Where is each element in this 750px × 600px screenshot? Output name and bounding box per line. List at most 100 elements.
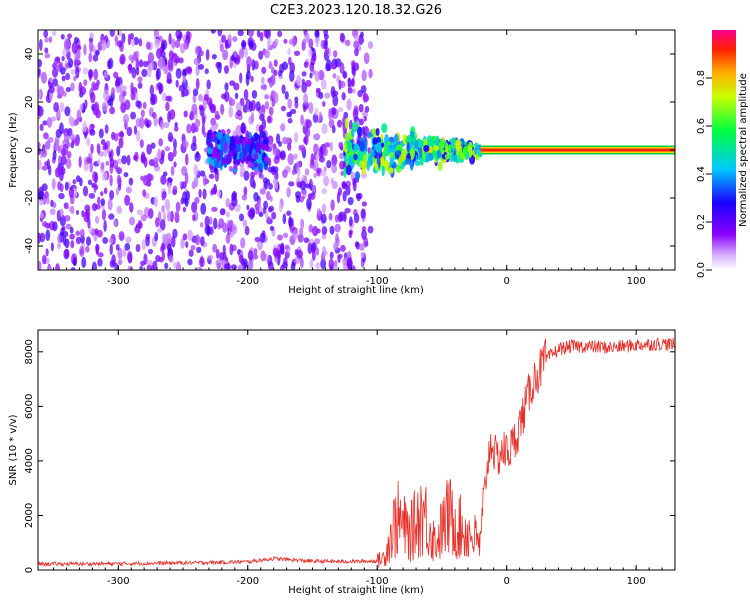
spectrogram-cell — [219, 208, 226, 216]
spectrogram-cell — [167, 177, 173, 183]
spectrogram-cell — [190, 244, 196, 251]
colorbar-label: Normalized spectral amplitude — [738, 73, 749, 227]
spectrogram-cell — [250, 112, 255, 124]
spectrogram-cell — [354, 47, 359, 57]
spectrogram-cell — [142, 174, 149, 186]
spectrogram-cell — [145, 41, 151, 50]
spectrogram-cell — [142, 189, 147, 197]
spectrogram-cell — [209, 216, 213, 225]
spectrogram-cell — [173, 261, 177, 269]
spectrogram-cell — [187, 229, 193, 241]
spectrogram-cell — [348, 230, 353, 239]
spectrogram-cell — [207, 254, 214, 261]
spectrogram-cell — [38, 147, 42, 156]
spectrogram-cell — [418, 139, 424, 149]
spectrogram-cell — [62, 48, 67, 57]
spectrogram-cell — [298, 227, 304, 236]
spectrogram-cell — [342, 70, 348, 79]
spectrogram-cell — [314, 30, 320, 38]
spectrogram-cell — [75, 175, 81, 183]
spectrogram-cell — [195, 46, 200, 56]
spectrogram-cell — [98, 128, 104, 139]
spectrogram-cell — [361, 69, 367, 82]
spectrogram-cell — [52, 30, 57, 37]
figure-title: C2E3.2023.120.18.32.G26 — [270, 3, 442, 18]
spectrogram-cell — [199, 236, 205, 246]
spectrogram-cell — [84, 99, 88, 109]
spectrogram-cell — [43, 30, 49, 38]
spectrogram-cell — [331, 107, 337, 116]
spectrogram-cell — [140, 260, 146, 267]
spectrogram-cell — [273, 69, 278, 77]
spectrogram-cell — [291, 36, 297, 47]
spectrogram-cell — [97, 252, 104, 258]
spectrogram-cell — [364, 95, 370, 102]
spectrogram-cell — [312, 113, 319, 123]
spectrogram-cell — [331, 164, 338, 174]
spectrogram-cell — [263, 200, 269, 210]
spectrogram-cell — [187, 258, 193, 266]
spectrogram-cell — [128, 216, 136, 226]
spectrogram-cell — [273, 156, 280, 165]
spectrogram-cell — [300, 144, 306, 154]
spectrogram-cell — [39, 123, 44, 132]
spectrogram-cell — [444, 153, 450, 160]
spectrogram-cell — [137, 219, 142, 228]
spectrogram-cell — [192, 88, 199, 97]
spectrogram-cell — [202, 174, 207, 187]
spectrogram-cell — [284, 244, 290, 251]
y-tick-label: 6000 — [24, 394, 35, 419]
spectrogram-cell — [287, 153, 294, 166]
spectrogram-cell — [303, 237, 310, 244]
spectrogram-cell — [64, 181, 69, 191]
x-tick-label: -200 — [236, 576, 259, 587]
spectrogram-cell — [139, 139, 144, 148]
spectrogram-cell — [159, 58, 166, 71]
spectrogram-cell — [268, 139, 274, 152]
spectrogram-cell — [103, 89, 110, 102]
spectrogram-cell — [156, 151, 162, 160]
colorbar: 0.0 0.2 0.4 0.6 0.8 Normalized spectral ampl… — [696, 30, 749, 278]
spectrogram-cell — [247, 30, 254, 38]
spectrogram-cell — [194, 196, 200, 204]
spectrogram-cell — [174, 209, 180, 220]
spectrogram-cell — [221, 93, 227, 100]
spectrogram-cell — [358, 118, 364, 126]
spectrogram-cell — [193, 176, 199, 188]
spectrogram-cell — [125, 236, 132, 244]
spectrogram-cell — [296, 166, 301, 178]
spectrogram-cell — [201, 115, 206, 126]
spectrogram-cell — [117, 30, 123, 37]
spectrogram-cell — [361, 201, 367, 207]
spectrogram-cell — [277, 234, 283, 241]
spectrogram-cell — [176, 260, 181, 270]
spectrogram-cell — [48, 36, 53, 43]
spectrogram-cell — [103, 70, 109, 79]
spectrogram-cell — [142, 60, 149, 68]
spectrogram-cell — [322, 245, 327, 257]
spectrogram-cell — [70, 240, 75, 249]
spectrogram-cell — [342, 190, 347, 202]
spectrogram-cell — [204, 215, 210, 228]
spectrogram-cell — [253, 132, 259, 143]
snr-frame — [37, 329, 676, 571]
spectrogram-cell — [164, 262, 169, 270]
spectrogram-cell — [318, 146, 324, 159]
spectrogram-cell — [331, 90, 339, 97]
spectrogram-cell — [316, 208, 321, 216]
spectrogram-cell — [53, 57, 58, 69]
spectrogram-cell — [294, 96, 299, 104]
spectrogram-cell — [188, 249, 194, 257]
spectrogram-cell — [174, 40, 181, 48]
spectrogram-cell — [263, 180, 268, 190]
spectrogram-cell — [129, 202, 134, 213]
x-tick-label: -300 — [107, 576, 130, 587]
spectrogram-cell — [118, 137, 124, 149]
spectrogram-cell — [104, 124, 109, 134]
spectrogram-cell — [244, 47, 249, 58]
spectrogram-cell — [195, 77, 200, 90]
spectrogram-cell — [165, 101, 170, 112]
spectrogram-cell — [243, 186, 248, 197]
spectrogram-cell — [93, 68, 99, 81]
